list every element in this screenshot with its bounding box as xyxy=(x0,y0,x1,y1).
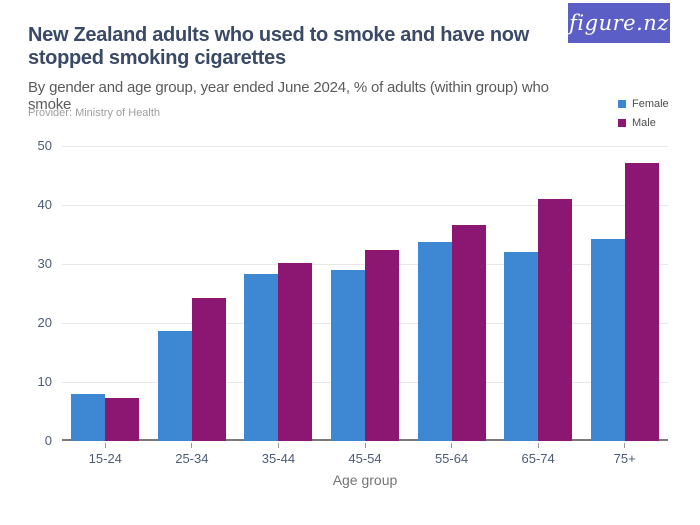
page-title: New Zealand adults who used to smoke and… xyxy=(28,24,529,69)
bar-female-45-54 xyxy=(331,269,365,441)
bar-female-55-64 xyxy=(417,241,452,441)
x-tick-label-75+: 75+ xyxy=(613,451,636,466)
y-tick-label-0: 0 xyxy=(44,433,52,448)
gridline-50 xyxy=(62,145,668,147)
y-tick-label-50: 50 xyxy=(37,138,52,153)
y-axis-labels: 0 10 20 30 40 50 xyxy=(10,138,52,448)
x-tick-label-45-54: 45-54 xyxy=(348,451,382,466)
bar-female-75+ xyxy=(590,239,625,441)
legend-item-female[interactable]: Female xyxy=(618,98,669,110)
x-tick-label-35-44: 35-44 xyxy=(261,451,296,466)
bar-female-35-44 xyxy=(244,274,279,441)
bar-female-65-74 xyxy=(504,251,539,441)
x-axis-title: Age group xyxy=(332,472,398,488)
bar-male-45-54 xyxy=(365,249,399,441)
chart-subtitle: By gender and age group, year ended June… xyxy=(28,79,549,113)
figure-nz-logo[interactable]: figure.nz xyxy=(568,3,670,43)
provider-label: Provider: Ministry of Health xyxy=(28,107,161,119)
legend-label-male: Male xyxy=(632,117,656,129)
x-axis: 15-24 25-34 35-44 45-54 55-64 65-74 75+ xyxy=(62,443,668,469)
y-tick-label-20: 20 xyxy=(37,315,52,330)
plot-area xyxy=(62,145,668,441)
bar-male-75+ xyxy=(624,163,659,441)
x-tick-45-54 xyxy=(364,443,366,448)
x-tick-55-64 xyxy=(451,443,453,448)
legend-swatch-male xyxy=(618,119,626,127)
x-tick-25-34 xyxy=(191,443,193,448)
gridline-40 xyxy=(62,204,668,206)
legend-label-female: Female xyxy=(632,98,669,110)
y-tick-label-10: 10 xyxy=(37,374,52,389)
bar-male-55-64 xyxy=(451,225,486,441)
x-tick-label-15-24: 15-24 xyxy=(88,451,122,466)
y-tick-label-40: 40 xyxy=(37,197,52,212)
x-tick-label-55-64: 55-64 xyxy=(434,451,469,466)
x-tick-65-74 xyxy=(537,443,539,448)
y-tick-label-30: 30 xyxy=(37,256,52,271)
legend-item-male[interactable]: Male xyxy=(618,117,669,129)
bar-male-65-74 xyxy=(538,198,573,441)
bar-male-25-34 xyxy=(191,297,226,441)
x-tick-label-65-74: 65-74 xyxy=(521,451,555,466)
bar-male-15-24 xyxy=(105,397,140,441)
x-tick-label-25-34: 25-34 xyxy=(175,451,209,466)
chart-legend: Female Male xyxy=(618,98,669,136)
bar-female-25-34 xyxy=(157,331,192,441)
x-tick-15-24 xyxy=(104,443,106,448)
legend-swatch-female xyxy=(618,100,626,108)
x-tick-75+ xyxy=(624,443,626,448)
bar-male-35-44 xyxy=(278,263,313,441)
x-tick-35-44 xyxy=(277,443,279,448)
bar-female-15-24 xyxy=(71,393,106,441)
